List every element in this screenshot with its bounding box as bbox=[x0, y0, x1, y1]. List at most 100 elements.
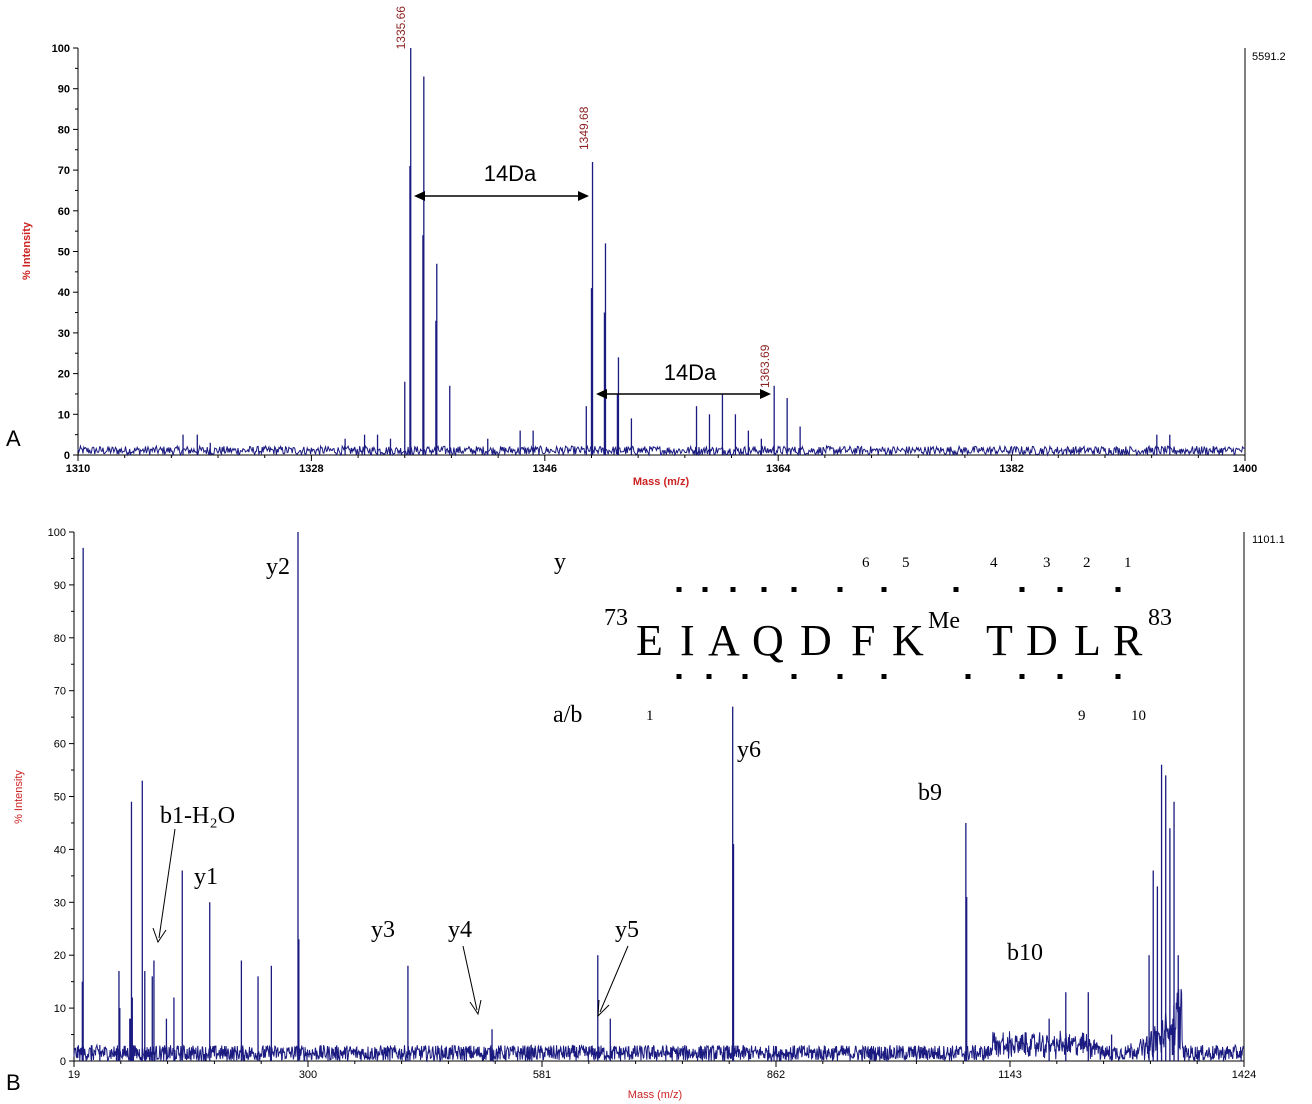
seq-residue-A: A bbox=[708, 616, 740, 665]
b-spectrum-trace bbox=[73, 988, 1245, 1063]
a-peak-label-1349: 1349.68 bbox=[577, 106, 591, 150]
b-xtick-label: 1143 bbox=[998, 1069, 1022, 1081]
a-ytick-label: 100 bbox=[52, 43, 70, 55]
seq-y-cleavage-dot bbox=[676, 587, 682, 592]
b-arrow-y5 bbox=[597, 945, 629, 1018]
seq-y-cleavage-dot bbox=[761, 587, 767, 592]
seq-y-number-3: 3 bbox=[1043, 555, 1051, 571]
b-ytick-label: 40 bbox=[54, 844, 66, 856]
seq-b-cleavage-dot bbox=[676, 674, 682, 679]
a-ytick-label: 0 bbox=[64, 450, 70, 462]
a-xtick-label: 1346 bbox=[533, 463, 557, 475]
seq-y-cleavage-dot bbox=[881, 587, 887, 592]
a-xtick-label: 1328 bbox=[299, 463, 323, 475]
b-ytick-label: 70 bbox=[54, 686, 66, 698]
a-xtick-label: 1400 bbox=[1233, 463, 1257, 475]
seq-y-number-6: 6 bbox=[862, 555, 870, 571]
seq-y-cleavage-dot bbox=[1115, 587, 1121, 592]
b-xtick-label: 581 bbox=[533, 1069, 551, 1081]
a-xtick-label: 1310 bbox=[66, 463, 90, 475]
panel-a: 0 10 20 30 40 50 60 70 80 90 100 1310 1328 1346 1364 1… bbox=[6, 6, 1286, 488]
b-ion-y1: y1 bbox=[194, 864, 218, 890]
seq-b-cleavage-dot bbox=[965, 674, 971, 679]
b-ytick-label: 0 bbox=[60, 1056, 66, 1068]
b-xtick-label: 862 bbox=[767, 1069, 785, 1081]
seq-b-cleavage-dot bbox=[706, 674, 712, 679]
a-ytick-label: 10 bbox=[58, 409, 70, 421]
seq-residue-I: I bbox=[680, 616, 695, 665]
a-arrow-1 bbox=[414, 191, 589, 201]
b-ion-y3: y3 bbox=[371, 917, 395, 943]
b-x-axis-label: Mass (m/z) bbox=[628, 1089, 682, 1101]
a-arrow-2 bbox=[596, 389, 771, 399]
seq-y-cleavage-dot bbox=[953, 587, 959, 592]
b-arrow-y4 bbox=[462, 945, 482, 1016]
seq-residue-Q: Q bbox=[752, 616, 784, 665]
seq-b-cleavage-dot bbox=[742, 674, 748, 679]
seq-y-row-label: y bbox=[554, 549, 566, 575]
b-xtick-label: 19 bbox=[68, 1069, 80, 1081]
seq-b-number-9: 9 bbox=[1078, 708, 1086, 724]
seq-b-cleavage-dot bbox=[791, 674, 797, 679]
seq-y-number-1: 1 bbox=[1124, 555, 1132, 571]
b-ytick-label: 100 bbox=[48, 527, 66, 539]
b-xtick-label: 1424 bbox=[1232, 1069, 1256, 1081]
b-ion-b9: b9 bbox=[918, 780, 942, 806]
a-ytick-label: 70 bbox=[58, 165, 70, 177]
b-ion-y4: y4 bbox=[448, 917, 472, 943]
seq-y-cleavage-dot bbox=[837, 587, 843, 592]
seq-residue-R: R bbox=[1113, 616, 1143, 665]
seq-residue-E: E bbox=[636, 616, 663, 665]
b-ion-y2: y2 bbox=[266, 554, 290, 580]
b-ytick-label: 30 bbox=[54, 897, 66, 909]
seq-b-cleavage-dot bbox=[1057, 674, 1063, 679]
seq-b-cleavage-dot bbox=[881, 674, 887, 679]
a-ytick-label: 30 bbox=[58, 328, 70, 340]
b-max-intensity: 1101.1 bbox=[1252, 534, 1285, 546]
b-ion-y6: y6 bbox=[737, 737, 761, 763]
a-ytick-label: 20 bbox=[58, 369, 70, 381]
a-ytick-label: 40 bbox=[58, 287, 70, 299]
seq-y-number-2: 2 bbox=[1083, 555, 1091, 571]
seq-y-cleavage-dot bbox=[1019, 587, 1025, 592]
b-ytick-label: 10 bbox=[54, 1003, 66, 1015]
seq-y-cleavage-dot bbox=[702, 587, 708, 592]
seq-residue-K: K bbox=[892, 616, 924, 665]
a-xtick-label: 1364 bbox=[766, 463, 791, 475]
seq-y-cleavage-dot bbox=[730, 587, 736, 592]
panel-b-label: B bbox=[6, 1070, 21, 1095]
seq-residue-F: F bbox=[851, 616, 875, 665]
a-max-intensity: 5591.2 bbox=[1252, 51, 1286, 63]
seq-residue-T: T bbox=[986, 616, 1013, 665]
seq-y-number-4: 4 bbox=[990, 555, 998, 571]
seq-start-number: 73 bbox=[604, 605, 628, 631]
b-ytick-label: 60 bbox=[54, 739, 66, 751]
seq-b-cleavage-dot bbox=[1019, 674, 1025, 679]
b-ion-b1-h2o: b1-H₂O bbox=[160, 803, 235, 829]
seq-residue-L: L bbox=[1074, 616, 1101, 665]
seq-end-number: 83 bbox=[1148, 605, 1172, 631]
a-x-axis-label: Mass (m/z) bbox=[633, 476, 690, 488]
a-y-axis-label: % Intensity bbox=[21, 221, 33, 280]
b-ytick-label: 80 bbox=[54, 633, 66, 645]
b-ytick-label: 90 bbox=[54, 580, 66, 592]
a-annotation-14da-1: 14Da bbox=[484, 161, 537, 186]
a-xtick-label: 1382 bbox=[999, 463, 1023, 475]
a-annotation-14da-2: 14Da bbox=[664, 360, 717, 385]
seq-ab-row-label: a/b bbox=[553, 702, 582, 728]
seq-y-cleavage-dot bbox=[791, 587, 797, 592]
a-ytick-label: 50 bbox=[58, 247, 70, 259]
a-ytick-label: 90 bbox=[58, 84, 70, 96]
a-peak-label-1335: 1335.66 bbox=[394, 6, 408, 50]
a-ytick-label: 60 bbox=[58, 206, 70, 218]
seq-residue-D2: D bbox=[1026, 616, 1058, 665]
b-arrow-b1-h2o bbox=[152, 828, 176, 944]
panel-a-label: A bbox=[6, 426, 21, 451]
a-ytick-label: 80 bbox=[58, 124, 70, 136]
seq-b-cleavage-dot bbox=[1115, 674, 1121, 679]
a-peak-label-1363: 1363.69 bbox=[758, 344, 772, 388]
b-ytick-label: 20 bbox=[54, 950, 66, 962]
a-spectrum-trace bbox=[77, 444, 1246, 457]
